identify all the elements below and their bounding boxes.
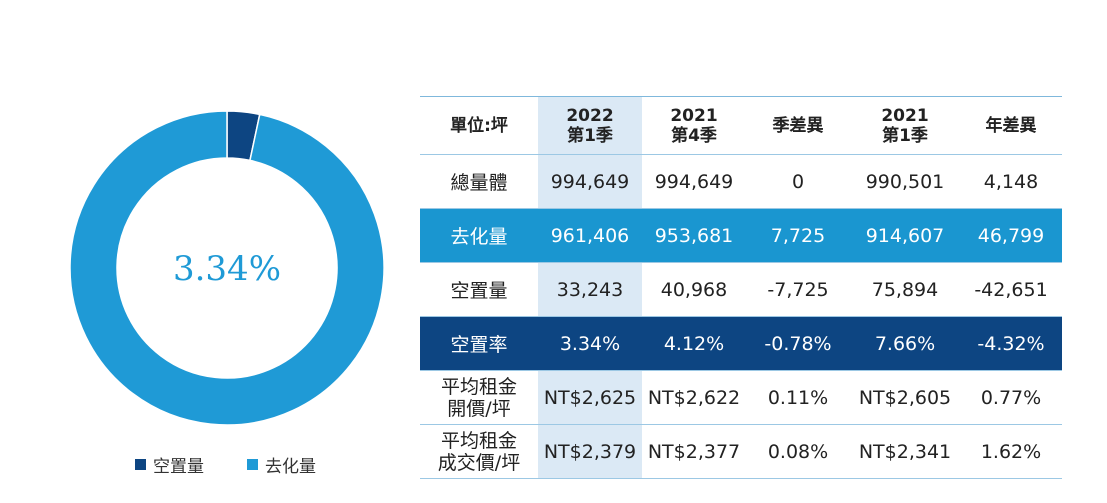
table-cell: 7.66% [850,316,960,371]
table-cell: 1.62% [960,424,1062,479]
header-2021-q4: 2021 第4季 [642,96,746,155]
table-cell: -4.32% [960,316,1062,371]
table-cell: 3.34% [538,316,642,371]
table-cell: NT$2,605 [850,370,960,425]
table-cell: -7,725 [746,262,850,317]
row-label: 平均租金 成交價/坪 [420,424,538,479]
header-2022-q1-quarter: 第1季 [567,125,613,146]
header-2021-q1-year: 2021 [881,105,929,126]
table-cell: NT$2,341 [850,424,960,479]
row-label-line2: 開價/坪 [447,397,511,420]
table-cell: NT$2,379 [538,424,642,479]
header-2022-q1-year: 2022 [566,105,614,126]
header-2021-q4-year: 2021 [670,105,718,126]
donut-center-label: 3.34% [173,249,281,289]
table-cell: 990,501 [850,154,960,209]
header-qoq-diff: 季差異 [746,96,850,155]
header-2022-q1: 2022 第1季 [538,96,642,155]
legend-swatch-absorbed [247,459,258,470]
table-cell: NT$2,625 [538,370,642,425]
table-cell: 7,725 [746,208,850,263]
row-label: 空置量 [420,262,538,317]
table-cell: 46,799 [960,208,1062,263]
table-row-vacancy-rate: 空置率 3.34% 4.12% -0.78% 7.66% -4.32% [420,316,1062,371]
legend-item-vacant: 空置量 [135,452,204,477]
table-cell: NT$2,377 [642,424,746,479]
table-cell: 994,649 [642,154,746,209]
header-unit-label: 單位:坪 [450,115,508,136]
header-qoq-diff-label: 季差異 [772,115,824,136]
header-2021-q1: 2021 第1季 [850,96,960,155]
table-row-absorbed: 去化量 961,406 953,681 7,725 914,607 46,799 [420,208,1062,263]
table-cell: NT$2,622 [642,370,746,425]
table-header-row: 單位:坪 2022 第1季 2021 第4季 季差異 2021 第1季 年差異 [420,96,1062,155]
table-row-total: 總量體 994,649 994,649 0 990,501 4,148 [420,154,1062,209]
legend-swatch-vacant [135,459,146,470]
header-yoy-diff: 年差異 [960,96,1062,155]
legend-label-absorbed: 去化量 [265,457,316,477]
row-label: 總量體 [420,154,538,209]
row-label-line2: 成交價/坪 [437,451,521,474]
row-label-line1: 平均租金 [440,429,517,452]
table-cell: 953,681 [642,208,746,263]
row-label: 去化量 [420,208,538,263]
table-cell: 0.11% [746,370,850,425]
legend-label-vacant: 空置量 [153,457,204,477]
table-cell: 4.12% [642,316,746,371]
header-yoy-diff-label: 年差異 [985,115,1037,136]
table-cell: 961,406 [538,208,642,263]
legend-item-absorbed: 去化量 [247,452,316,477]
header-unit: 單位:坪 [420,96,538,155]
row-label: 空置率 [420,316,538,371]
table-cell: 33,243 [538,262,642,317]
table-cell: 4,148 [960,154,1062,209]
donut-slice-absorbed [69,110,385,426]
table-cell: 40,968 [642,262,746,317]
office-stats-table: 單位:坪 2022 第1季 2021 第4季 季差異 2021 第1季 年差異 [420,96,1062,479]
table-row-asking-rent: 平均租金 開價/坪 NT$2,625 NT$2,622 0.11% NT$2,6… [420,370,1062,425]
donut-chart: 3.34% [69,110,385,426]
row-label-line1: 平均租金 [440,375,517,398]
table-cell: 0 [746,154,850,209]
table-cell: 0.08% [746,424,850,479]
table-cell: 0.77% [960,370,1062,425]
table-cell: -42,651 [960,262,1062,317]
table-cell: 75,894 [850,262,960,317]
donut-chart-area: 3.34% 空置量 去化量 [0,0,440,503]
header-2021-q1-quarter: 第1季 [882,125,928,146]
row-label: 平均租金 開價/坪 [420,370,538,425]
table-cell: 914,607 [850,208,960,263]
header-2021-q4-quarter: 第4季 [671,125,717,146]
table-row-vacant: 空置量 33,243 40,968 -7,725 75,894 -42,651 [420,262,1062,317]
table-cell: -0.78% [746,316,850,371]
table-cell: 994,649 [538,154,642,209]
table-row-transaction-rent: 平均租金 成交價/坪 NT$2,379 NT$2,377 0.08% NT$2,… [420,424,1062,479]
